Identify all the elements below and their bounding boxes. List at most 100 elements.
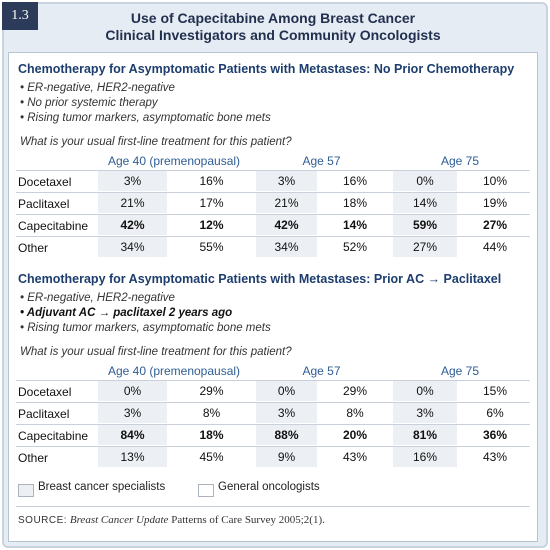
cell: 21% [98,193,167,213]
separator [16,506,530,507]
cell: 8% [202,406,221,420]
legend-label: Breast cancer specialists [38,481,166,493]
drug-label: Paclitaxel [18,197,70,211]
bullet: • Rising tumor markers, asymptomatic bon… [20,112,271,124]
cell: 3% [98,171,167,191]
source-label: SOURCE: [18,515,68,526]
cell: 34% [256,237,317,257]
drug-label: Docetaxel [18,175,72,189]
section-heading: Chemotherapy for Asymptomatic Patients w… [18,62,515,76]
row-line [16,214,530,215]
bullet-text: ER-negative, HER2-negative [27,82,175,94]
age-group: Age 75 [440,364,480,378]
cell: 88% [256,425,317,445]
cell: 13% [98,447,167,467]
bullet-dot: • [20,97,28,109]
bullet-text: Adjuvant AC → paclitaxel 2 years ago [26,307,233,319]
cell: 36% [482,428,508,442]
cell: 42% [256,215,317,235]
bullet-dot: • [20,307,27,319]
cell: 42% [98,215,167,235]
bullet: • No prior systemic therapy [20,97,158,109]
cell: 59% [393,215,457,235]
cell: 45% [199,450,224,464]
drug-label: Paclitaxel [18,407,70,421]
age-group: Age 75 [440,154,480,168]
cell: 21% [256,193,317,213]
cell: 34% [98,237,167,257]
bullet: • Rising tumor markers, asymptomatic bon… [20,322,271,334]
legend-swatch [18,484,34,497]
legend-label: General oncologists [218,481,320,493]
drug-label: Other [18,451,49,465]
age-group: Age 40 (premenopausal) [107,154,241,168]
question: What is your usual first-line treatment … [20,136,292,148]
cell: 0% [393,171,457,191]
source-text: Patterns of Care Survey 2005;2(1). [171,514,325,526]
row-line [16,402,530,403]
cell: 52% [342,240,368,254]
cell: 3% [393,403,457,423]
cell: 9% [256,447,317,467]
cell: 14% [393,193,457,213]
age-group: Age 40 (premenopausal) [107,364,241,378]
cell: 29% [342,384,368,398]
cell: 81% [393,425,457,445]
cell: 14% [342,218,368,232]
cell: 84% [98,425,167,445]
cell: 6% [486,406,504,420]
section-heading: Chemotherapy for Asymptomatic Patients w… [18,272,502,286]
drug-label: Docetaxel [18,385,72,399]
bullet: • ER-negative, HER2-negative [20,292,175,304]
cell: 0% [256,381,317,401]
bullet-text: Rising tumor markers, asymptomatic bone … [27,112,271,124]
figure-number: 1.3 [2,2,38,30]
cell: 55% [199,240,224,254]
bullet-dot: • [20,322,28,334]
cell: 43% [342,450,368,464]
cell: 0% [393,381,457,401]
row-line [16,236,530,237]
bullet-dot: • [20,82,28,94]
drug-label: Capecitabine [18,429,89,443]
cell: 8% [346,406,364,420]
cell: 3% [98,403,167,423]
legend-swatch [198,484,214,497]
drug-label: Capecitabine [18,219,89,233]
age-group: Age 57 [302,364,341,378]
cell: 43% [482,450,508,464]
row-line [16,446,530,447]
cell: 16% [342,174,368,188]
row-line [16,170,530,171]
cell: 27% [482,218,508,232]
source: SOURCE: Breast Cancer Update Patterns of… [18,514,325,526]
cell: 16% [393,447,457,467]
cell: 27% [393,237,457,257]
cell: 44% [482,240,508,254]
cell: 20% [342,428,368,442]
cell: 3% [256,403,317,423]
row-line [16,192,530,193]
title: Use of Capecitabine Among Breast Cancer [130,10,416,26]
bullet-text: Rising tumor markers, asymptomatic bone … [27,322,271,334]
cell: 3% [256,171,317,191]
bullet-text: No prior systemic therapy [27,97,158,109]
cell: 12% [199,218,224,232]
source-journal: Breast Cancer Update [69,514,169,526]
bullet-text: ER-negative, HER2-negative [27,292,175,304]
bullet-dot: • [20,292,28,304]
cell: 29% [199,384,224,398]
cell: 0% [98,381,167,401]
cell: 15% [482,384,508,398]
bullet-dot: • [20,112,28,124]
title: Clinical Investigators and Community Onc… [105,27,441,43]
question: What is your usual first-line treatment … [20,346,292,358]
row-line [16,424,530,425]
bullet: • Adjuvant AC → paclitaxel 2 years ago [20,307,232,319]
cell: 18% [342,196,368,210]
age-group: Age 57 [302,154,341,168]
drug-label: Other [18,241,49,255]
cell: 17% [199,196,224,210]
cell: 10% [482,174,508,188]
